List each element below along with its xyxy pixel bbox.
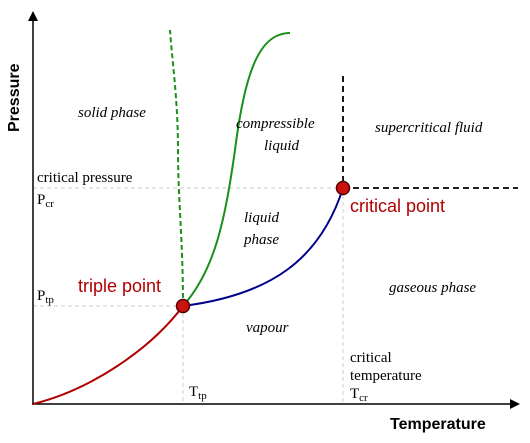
melting-curve-normal [182, 32, 291, 307]
critical-point-marker [335, 180, 351, 196]
t-tp-label: Ttp [189, 384, 207, 402]
gaseous-phase-label: gaseous phase [389, 280, 476, 296]
supercritical-fluid-label: supercritical fluid [375, 120, 483, 136]
triple-point-marker [175, 298, 191, 314]
solid-phase-label: solid phase [78, 105, 146, 121]
y-axis-title: Pressure [6, 63, 23, 132]
liquid-phase-label-1: liquid [244, 210, 280, 226]
critical-temperature-label-1: critical [350, 350, 392, 366]
critical-point-label: critical point [350, 196, 445, 216]
critical-pressure-label: critical pressure [37, 170, 133, 186]
triple-point-label: triple point [78, 276, 161, 296]
sublimation-curve [32, 305, 184, 405]
t-cr-label: Tcr [350, 386, 368, 404]
compressible-liquid-label-1: compressible [236, 116, 315, 132]
p-cr-label: Pcr [37, 192, 54, 210]
vapour-label: vapour [246, 320, 289, 336]
p-tp-label: Ptp [37, 288, 54, 306]
critical-temperature-label-2: temperature [350, 368, 422, 384]
melting-curve-anomalous [169, 29, 184, 307]
liquid-phase-label-2: phase [243, 232, 279, 248]
x-axis-title: Temperature [390, 416, 486, 433]
compressible-liquid-label-2: liquid [264, 138, 300, 154]
vaporization-curve [182, 187, 344, 307]
